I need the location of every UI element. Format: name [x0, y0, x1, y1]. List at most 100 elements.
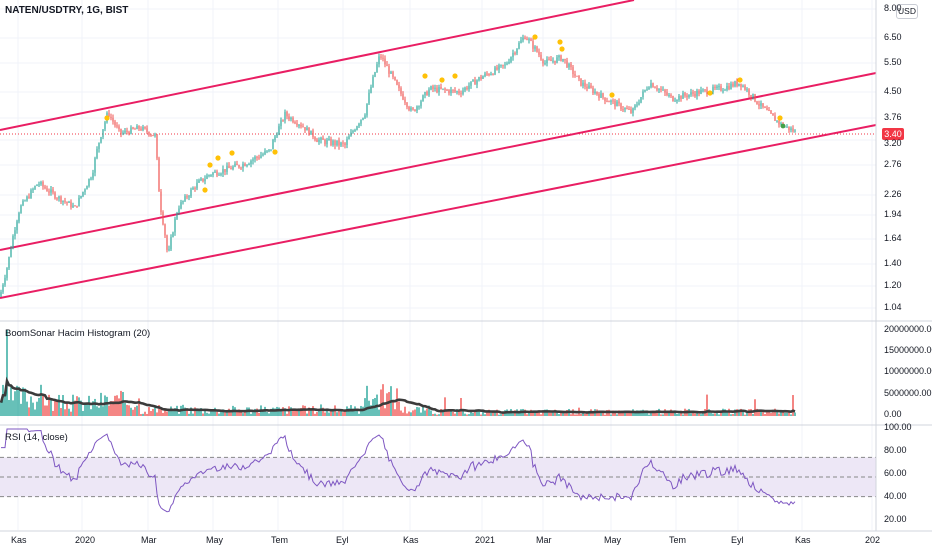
volume-bar [130, 407, 132, 416]
volume-bar [428, 405, 430, 416]
volume-bar [160, 408, 162, 416]
volume-bar [650, 412, 652, 416]
volume-bar [104, 395, 106, 416]
volume-bar [102, 406, 104, 416]
candle-body [758, 104, 760, 106]
candle-body [768, 110, 770, 112]
volume-bar [486, 411, 488, 416]
candle-body [402, 93, 404, 100]
volume-bar [216, 412, 218, 416]
volume-bar [714, 413, 716, 416]
candle-body [238, 165, 240, 168]
candle-body [700, 90, 702, 94]
volume-bar [718, 414, 720, 416]
candle-body [338, 140, 340, 146]
volume-bar [396, 388, 398, 416]
volume-bar [258, 412, 260, 416]
symbol-title[interactable]: NATEN/USDTRY, 1G, BIST [5, 5, 129, 16]
candle-body [764, 106, 766, 108]
candle-body [232, 166, 234, 170]
volume-bar [66, 402, 68, 416]
volume-bar [740, 408, 742, 416]
volume-bar [742, 410, 744, 416]
currency-label[interactable]: USD [896, 4, 918, 19]
candle-body [162, 212, 164, 225]
candle-body [10, 248, 12, 257]
candle-body [78, 197, 80, 207]
volume-bar [138, 398, 140, 416]
candle-body [740, 83, 742, 87]
volume-bar [534, 410, 536, 416]
volume-bar [244, 410, 246, 416]
candle-body [102, 129, 104, 138]
volume-bar [326, 408, 328, 416]
volume-bar [388, 392, 390, 416]
candle-body [582, 82, 584, 86]
candle-body [468, 85, 470, 90]
candle-body [266, 150, 268, 152]
volume-bar [134, 407, 136, 416]
candle-body [422, 95, 424, 102]
candle-body [12, 235, 14, 249]
volume-bar [150, 411, 152, 416]
candle-body [474, 79, 476, 85]
volume-bar [342, 412, 344, 416]
volume-bar [142, 413, 144, 416]
rsi-tick: 100.00 [884, 422, 912, 432]
candle-body [676, 99, 678, 101]
volume-bar [764, 413, 766, 416]
candle-body [564, 58, 566, 61]
rsi-tick: 60.00 [884, 468, 907, 478]
candle-body [278, 126, 280, 135]
candle-body [408, 106, 410, 110]
volume-bar [782, 411, 784, 416]
candle-body [348, 136, 350, 140]
volume-pane-title[interactable]: BoomSonar Hacim Histogram (20) [5, 328, 151, 339]
candle-body [490, 73, 492, 76]
candle-body [494, 67, 496, 75]
candle-body [696, 90, 698, 97]
candle-body [326, 139, 328, 145]
volume-bar [26, 401, 28, 416]
volume-bar [450, 410, 452, 416]
candle-body [144, 126, 146, 129]
volume-bar [488, 409, 490, 416]
candle-body [270, 149, 272, 151]
candle-body [442, 88, 444, 90]
volume-bar [254, 408, 256, 416]
volume-tick: 0.00 [884, 409, 902, 419]
candle-body [502, 64, 504, 66]
volume-bar [278, 407, 280, 416]
volume-bar [628, 412, 630, 416]
candle-body [742, 85, 744, 87]
candle-body [632, 108, 634, 113]
rsi-pane-title[interactable]: RSI (14, close) [5, 432, 68, 443]
signal-dot [202, 187, 208, 193]
time-tick: Mar [536, 535, 552, 545]
candle-body [712, 86, 714, 93]
candle-body [380, 56, 382, 58]
candle-body [246, 164, 248, 167]
candle-body [690, 92, 692, 95]
candle-body [634, 105, 636, 109]
volume-bar [438, 414, 440, 416]
candle-body [32, 189, 34, 191]
volume-bar [200, 408, 202, 416]
candle-body [654, 87, 656, 89]
candle-body [546, 59, 548, 64]
volume-bar [284, 408, 286, 416]
volume-bar [532, 411, 534, 416]
candle-body [492, 73, 494, 75]
volume-bar [518, 412, 520, 416]
volume-bar [464, 413, 466, 416]
channel-middle-line [0, 72, 877, 251]
candle-body [354, 129, 356, 132]
volume-bar [720, 410, 722, 416]
candle-body [472, 79, 474, 82]
volume-bar [24, 388, 26, 416]
volume-bar [226, 411, 228, 416]
candle-body [82, 191, 84, 196]
candle-body [6, 268, 8, 278]
time-tick: 2021 [475, 535, 496, 545]
